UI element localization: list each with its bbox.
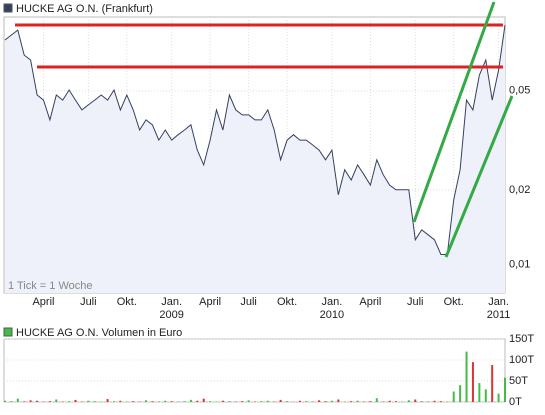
chart-title: HUCKE AG O.N. (Frankfurt)	[16, 3, 153, 15]
volume-bar	[190, 400, 192, 402]
volume-bar	[485, 389, 487, 402]
volume-bar	[49, 401, 51, 402]
y-tick-label: 50T	[509, 375, 528, 387]
plot-frame	[4, 339, 505, 402]
volume-bar	[87, 401, 89, 402]
volume-bar	[209, 401, 211, 402]
y-tick-label: 0,01	[509, 259, 530, 271]
volume-bar	[472, 362, 474, 402]
volume-bar	[151, 401, 153, 402]
x-tick-label: Juli	[80, 296, 97, 308]
y-tick-label: 100T	[509, 354, 534, 366]
volume-bar	[389, 401, 391, 402]
volume-bar	[145, 400, 147, 402]
y-tick-label: 0,05	[509, 85, 530, 97]
x-year-label: 2010	[320, 309, 344, 321]
volume-bar	[369, 401, 371, 402]
volume-bar	[286, 401, 288, 402]
volume-bar	[491, 365, 493, 402]
x-tick-label: Okt.	[444, 296, 464, 308]
volume-bar	[421, 401, 423, 402]
volume-bar	[113, 401, 115, 402]
volume-bar	[299, 401, 301, 402]
note: 1 Tick = 1 Woche	[8, 280, 92, 292]
volume-bar	[10, 401, 12, 402]
volume-bar	[260, 401, 262, 402]
volume-bar	[222, 401, 224, 402]
x-tick-label: April	[32, 296, 54, 308]
volume-bar	[395, 401, 397, 402]
legend-icon	[4, 4, 12, 12]
x-tick-label: Okt.	[117, 296, 137, 308]
volume-bar	[241, 401, 243, 402]
volume-bar	[17, 399, 19, 402]
volume-bar	[164, 401, 166, 402]
volume-bar	[248, 400, 250, 402]
volume-bar	[107, 399, 109, 402]
volume-bar	[433, 401, 435, 402]
x-tick-label: Jan.	[322, 296, 343, 308]
volume-bar	[453, 392, 455, 403]
volume-bar	[357, 401, 359, 402]
volume-title: HUCKE AG O.N. Volumen in Euro	[16, 327, 182, 339]
volume-bar	[203, 399, 205, 402]
y-tick-label: 0T	[509, 396, 522, 408]
legend-icon	[4, 328, 12, 336]
x-tick-label: Juli	[240, 296, 257, 308]
x-tick-label: Jan.	[161, 296, 182, 308]
volume-bar	[68, 401, 70, 402]
volume-bar	[504, 378, 506, 402]
volume-bar	[119, 401, 121, 402]
y-tick-label: 0,02	[509, 184, 530, 196]
volume-bar	[94, 401, 96, 402]
x-tick-label: April	[199, 296, 221, 308]
x-year-label: 2009	[159, 309, 183, 321]
x-tick-label: Jan.	[488, 296, 509, 308]
volume-bar	[36, 401, 38, 402]
volume-bar	[228, 401, 230, 402]
volume-bar	[337, 399, 339, 402]
volume-bar	[23, 401, 25, 402]
volume-bar	[318, 400, 320, 402]
volume-bar	[459, 385, 461, 402]
volume-bar	[280, 400, 282, 402]
x-tick-label: Juli	[407, 296, 424, 308]
volume-bar	[75, 400, 77, 402]
volume-bar	[350, 401, 352, 402]
volume-bar	[55, 399, 57, 402]
volume-bar	[267, 401, 269, 402]
volume-bar	[4, 401, 6, 402]
x-tick-label: April	[359, 296, 381, 308]
volume-bar	[408, 400, 410, 402]
volume-bar	[196, 401, 198, 402]
volume-bar	[498, 394, 500, 402]
volume-bar	[331, 401, 333, 402]
volume-bar	[466, 352, 468, 402]
volume-bar	[132, 401, 134, 402]
volume-bar	[183, 401, 185, 402]
volume-bar	[30, 400, 32, 402]
x-tick-label: Okt.	[277, 296, 297, 308]
volume-bar	[376, 398, 378, 402]
volume-bar	[171, 401, 173, 402]
volume-bar	[414, 399, 416, 402]
y-tick-label: 150T	[509, 333, 534, 345]
x-year-label: 2011	[487, 309, 511, 321]
volume-bar	[478, 383, 480, 402]
volume-bar	[325, 401, 327, 402]
volume-bar	[305, 401, 307, 402]
volume-bar	[440, 401, 442, 402]
